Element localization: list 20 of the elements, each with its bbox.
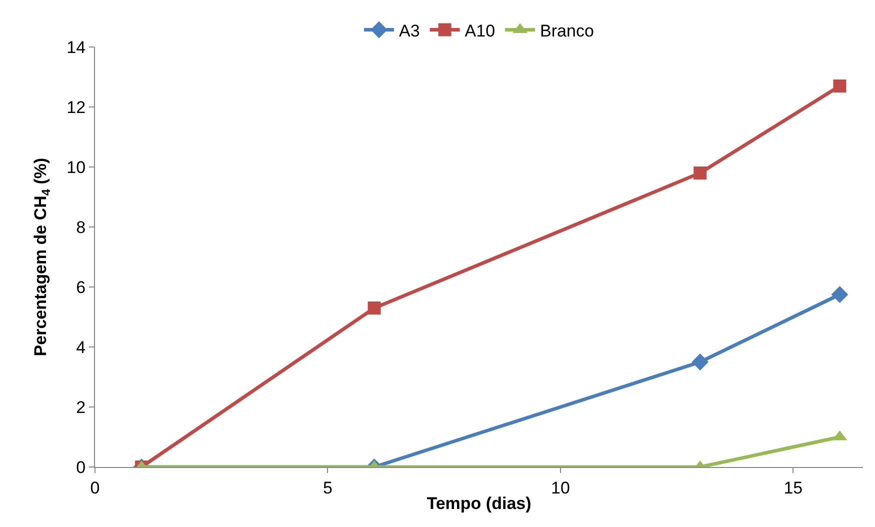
y-tick-label: 4 (76, 338, 86, 357)
y-tick-label: 10 (66, 158, 86, 177)
point (368, 302, 381, 314)
x-tick-label: 10 (550, 478, 570, 498)
point (833, 80, 846, 92)
x-tick-label: 0 (90, 478, 100, 498)
y-tick-label: 14 (66, 38, 86, 57)
x-tick-label: 15 (784, 478, 803, 498)
legend-label: A3 (399, 21, 420, 40)
y-tick-label: 8 (76, 218, 86, 237)
point (694, 166, 707, 180)
x-tick-label: 5 (322, 478, 332, 498)
y-tick-label: 6 (76, 278, 86, 297)
y-tick-label: 2 (76, 398, 86, 417)
legend-label: Branco (540, 21, 594, 40)
point (831, 286, 848, 303)
legend-label: A10 (464, 21, 496, 40)
x-axis-title: Tempo (dias) (426, 494, 532, 513)
y-tick-label: 12 (66, 98, 86, 117)
y-tick-label: 0 (76, 458, 86, 477)
